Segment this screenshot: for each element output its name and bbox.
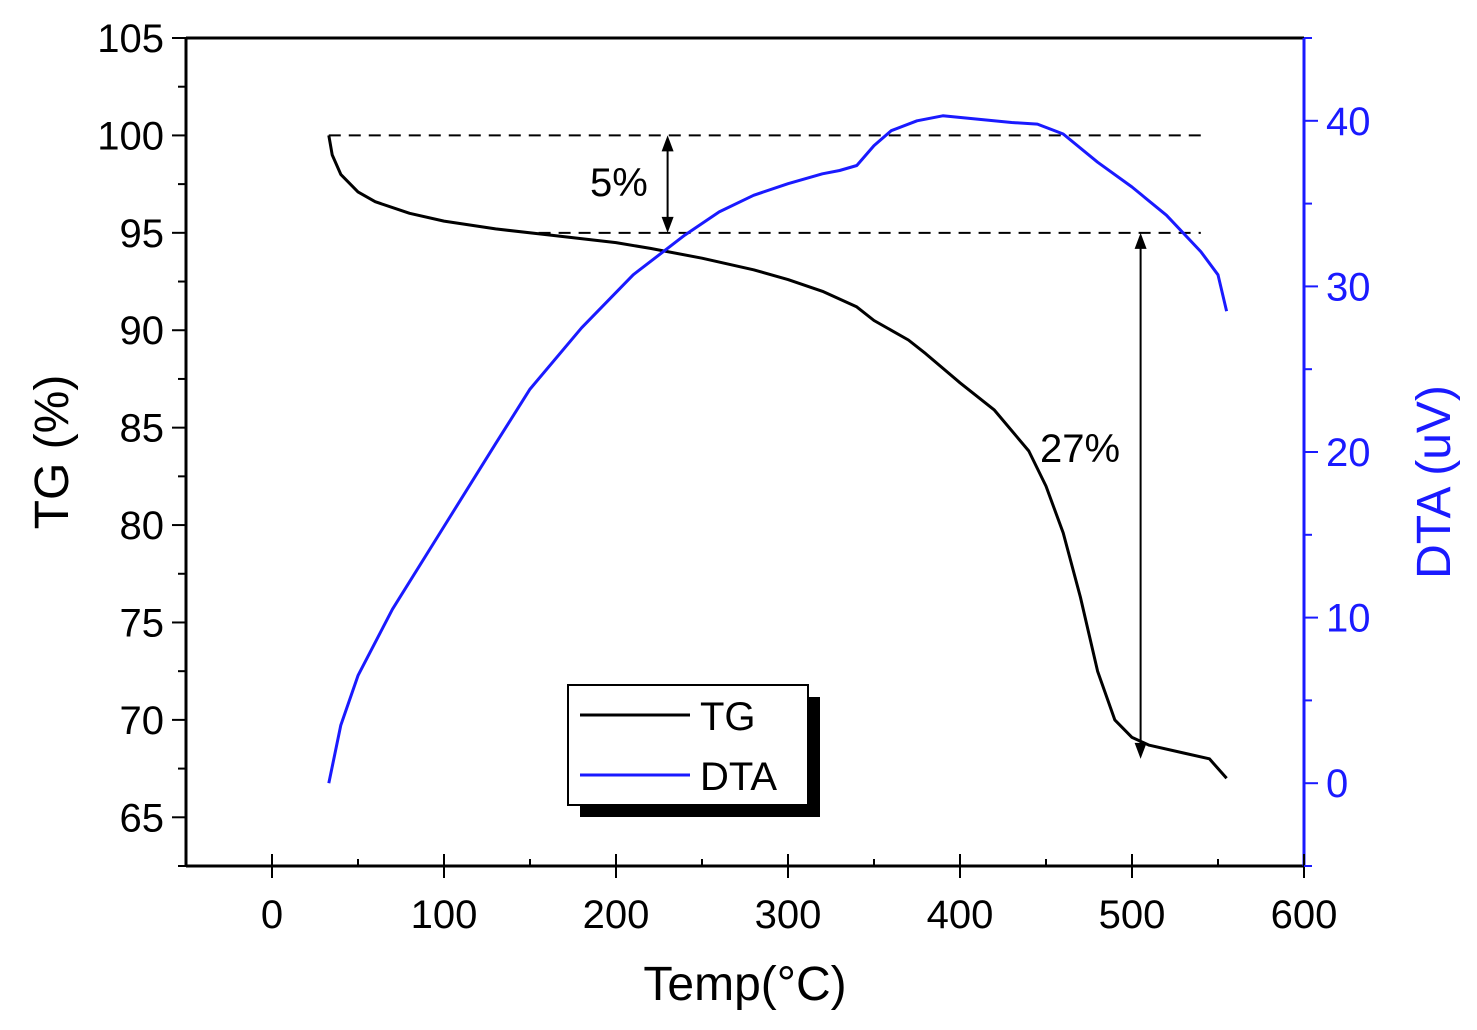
annotation-arrow-head <box>1134 232 1147 249</box>
annotation-label: 5% <box>590 161 648 205</box>
legend-label-dta: DTA <box>700 755 777 799</box>
left-y-tick-label: 105 <box>97 17 164 61</box>
x-tick-label: 300 <box>755 893 822 937</box>
right-y-tick-label: 0 <box>1326 762 1348 806</box>
annotation-arrow-head <box>661 135 674 152</box>
x-axis-title: Temp(°C) <box>643 958 846 1011</box>
left-y-tick-label: 65 <box>120 796 165 840</box>
x-tick-label: 0 <box>261 893 283 937</box>
annotation-arrow-head <box>661 216 674 233</box>
left-y-tick-label: 70 <box>120 699 165 743</box>
left-y-tick-label: 95 <box>120 212 165 256</box>
legend-box <box>567 684 809 806</box>
right-y-tick-label: 20 <box>1326 431 1371 475</box>
x-tick-label: 100 <box>411 893 478 937</box>
x-tick-label: 400 <box>927 893 994 937</box>
left-y-tick-label: 80 <box>120 504 165 548</box>
left-y-tick-label: 85 <box>120 407 165 451</box>
right-y-tick-label: 40 <box>1326 100 1371 144</box>
left-axis-title: TG (%) <box>26 375 79 530</box>
x-tick-label: 200 <box>583 893 650 937</box>
right-axis-ticks: 0 10 20 30 40 <box>1304 37 1371 867</box>
x-tick-label: 600 <box>1271 893 1338 937</box>
x-tick-label: 500 <box>1099 893 1166 937</box>
series-line-dta <box>327 114 1229 784</box>
right-axis-title: DTA (uV) <box>1408 385 1461 579</box>
legend-label-tg: TG <box>700 695 756 739</box>
annotation-label: 27% <box>1040 427 1120 471</box>
right-y-tick-label: 10 <box>1326 597 1371 641</box>
series-line-tg <box>327 135 1228 780</box>
left-axis-ticks: 65 70 75 80 85 90 95 100 105 <box>97 17 186 867</box>
annotations: 5% 27% <box>590 135 1147 759</box>
left-y-tick-label: 90 <box>120 309 165 353</box>
left-y-tick-label: 100 <box>97 114 164 158</box>
annotation-arrow-head <box>1134 742 1147 759</box>
x-axis-ticks: 0 100 200 300 400 500 600 <box>185 854 1338 937</box>
right-y-tick-label: 30 <box>1326 265 1371 309</box>
legend: TG DTA <box>567 684 820 817</box>
reference-lines <box>328 134 1201 234</box>
series-group <box>327 114 1229 784</box>
left-y-tick-label: 75 <box>120 601 165 645</box>
